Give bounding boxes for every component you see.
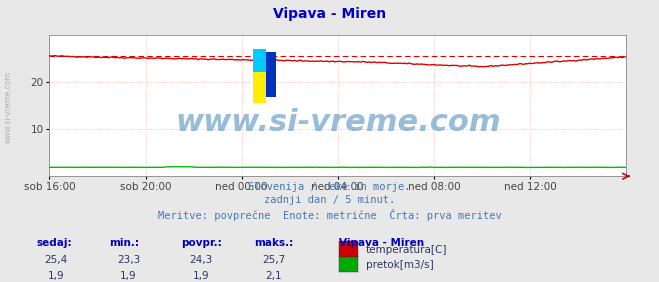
Text: maks.:: maks.: [254,238,293,248]
FancyBboxPatch shape [253,72,266,103]
Text: Vipava - Miren: Vipava - Miren [339,238,424,248]
Text: 25,7: 25,7 [262,255,285,265]
Text: pretok[m3/s]: pretok[m3/s] [366,260,434,270]
Text: 24,3: 24,3 [189,255,213,265]
FancyBboxPatch shape [266,52,276,97]
Text: Slovenija / reke in morje.: Slovenija / reke in morje. [248,182,411,192]
Text: povpr.:: povpr.: [181,238,222,248]
Text: 25,4: 25,4 [44,255,68,265]
Text: 1,9: 1,9 [120,271,137,281]
Text: Vipava - Miren: Vipava - Miren [273,7,386,21]
Text: www.si-vreme.com: www.si-vreme.com [3,71,13,143]
Text: temperatura[C]: temperatura[C] [366,244,447,255]
Text: 1,9: 1,9 [47,271,65,281]
Text: sedaj:: sedaj: [36,238,72,248]
FancyBboxPatch shape [253,49,266,72]
Text: 1,9: 1,9 [192,271,210,281]
Text: www.si-vreme.com: www.si-vreme.com [175,108,501,137]
Text: min.:: min.: [109,238,139,248]
Text: 2,1: 2,1 [265,271,282,281]
Text: Meritve: povprečne  Enote: metrične  Črta: prva meritev: Meritve: povprečne Enote: metrične Črta:… [158,209,501,221]
Text: zadnji dan / 5 minut.: zadnji dan / 5 minut. [264,195,395,205]
Text: 23,3: 23,3 [117,255,140,265]
